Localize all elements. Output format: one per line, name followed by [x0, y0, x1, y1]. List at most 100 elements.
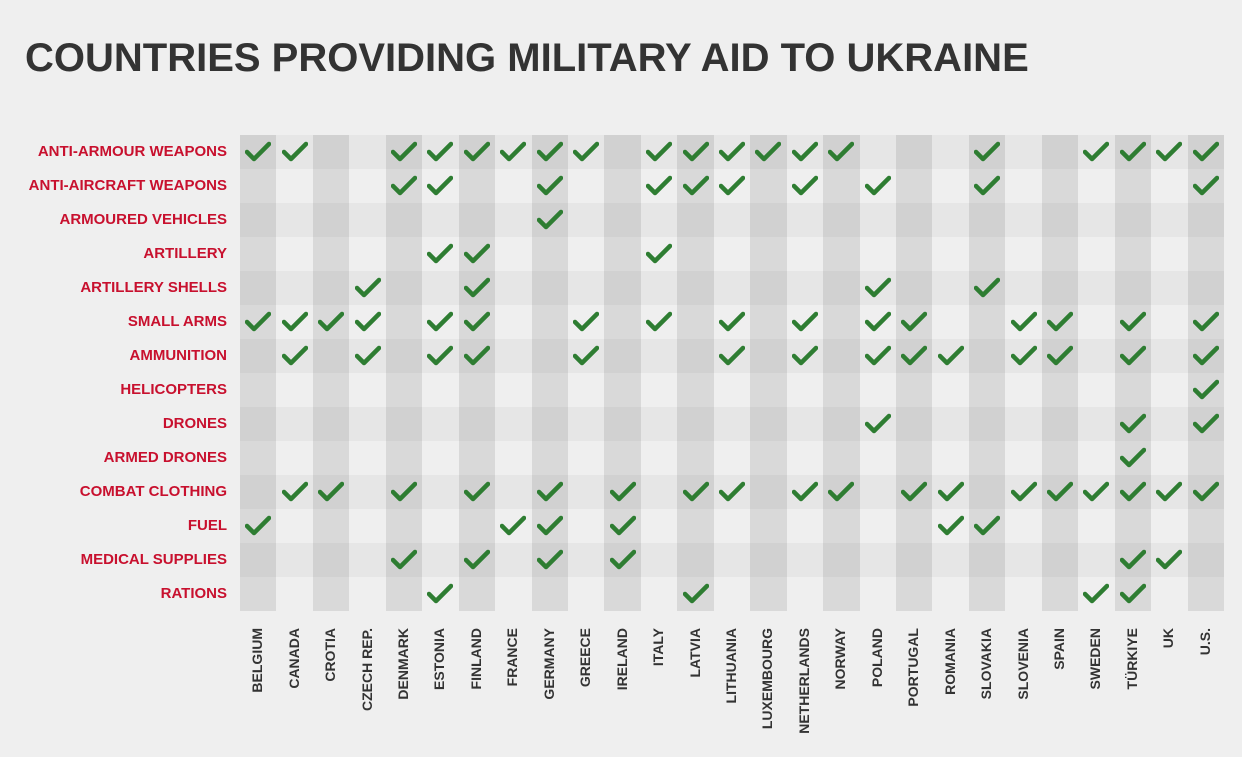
check-icon: [974, 515, 1001, 536]
column-label: LATVIA: [686, 628, 703, 678]
check-icon: [281, 311, 308, 332]
check-icon: [1047, 345, 1073, 366]
check-icon: [1083, 481, 1110, 502]
check-icon: [609, 481, 636, 502]
check-icon: [245, 141, 272, 162]
row-band: [240, 203, 1224, 237]
row-label: SMALL ARMS: [127, 313, 227, 330]
column-label: FRANCE: [504, 628, 521, 687]
check-icon: [1010, 481, 1037, 502]
column-label: ITALY: [650, 628, 667, 667]
column-label: CZECH REP.: [358, 628, 375, 711]
check-icon: [536, 481, 563, 502]
page-title: COUNTRIES PROVIDING MILITARY AID TO UKRA…: [25, 36, 1029, 80]
check-icon: [1047, 481, 1073, 502]
check-icon: [1047, 311, 1073, 332]
row-label: HELICOPTERS: [120, 381, 227, 398]
check-icon: [500, 515, 527, 536]
check-icon: [1119, 413, 1146, 434]
check-icon: [864, 175, 891, 196]
check-icon: [1083, 141, 1110, 162]
column-band: [968, 135, 1006, 611]
check-icon: [1192, 413, 1219, 434]
check-icon: [573, 311, 600, 332]
check-icon: [974, 277, 1001, 298]
check-icon: [1119, 583, 1146, 604]
check-icon: [937, 515, 964, 536]
check-icon: [937, 345, 964, 366]
check-icon: [391, 141, 417, 162]
check-icon: [318, 481, 345, 502]
column-band: [677, 135, 714, 611]
check-icon: [828, 481, 855, 502]
check-icon: [245, 515, 272, 536]
column-band: [896, 135, 933, 611]
aid-grid: [240, 135, 1224, 611]
check-icon: [974, 175, 1001, 196]
check-icon: [354, 345, 381, 366]
check-icon: [536, 209, 563, 230]
check-icon: [719, 141, 745, 162]
row-label: ARMOURED VEHICLES: [59, 211, 227, 228]
check-icon: [536, 549, 563, 570]
check-icon: [427, 175, 454, 196]
check-icon: [281, 141, 308, 162]
check-icon: [1119, 311, 1146, 332]
column-label: LITHUANIA: [723, 628, 739, 704]
check-icon: [791, 311, 818, 332]
column-band: [1114, 135, 1152, 611]
row-label: DRONES: [162, 415, 227, 432]
check-icon: [427, 311, 454, 332]
row-label: ARTILLERY SHELLS: [80, 279, 227, 296]
check-icon: [536, 141, 563, 162]
row-label: AMMUNITION: [129, 347, 228, 364]
column-band: [385, 135, 423, 611]
check-icon: [354, 311, 381, 332]
check-icon: [719, 481, 745, 502]
check-icon: [1192, 141, 1219, 162]
column-label: SWEDEN: [1087, 628, 1104, 690]
check-icon: [791, 345, 818, 366]
check-icon: [463, 311, 490, 332]
column-band: [458, 135, 496, 611]
column-label: NETHERLANDS: [795, 628, 812, 734]
check-icon: [463, 549, 490, 570]
check-icon: [391, 175, 417, 196]
check-icon: [536, 515, 563, 536]
check-icon: [427, 141, 454, 162]
check-icon: [318, 311, 345, 332]
column-band: [604, 135, 641, 611]
column-label: UK: [1160, 628, 1177, 649]
check-icon: [719, 345, 745, 366]
column-label: GREECE: [577, 628, 594, 688]
column-label: BELGIUM: [249, 628, 266, 693]
column-band: [531, 135, 568, 611]
row-label: COMBAT CLOTHING: [79, 483, 227, 500]
column-band: [750, 135, 787, 611]
check-icon: [1192, 311, 1219, 332]
check-icon: [463, 141, 490, 162]
check-icon: [864, 413, 891, 434]
column-label: SPAIN: [1051, 628, 1067, 670]
check-icon: [463, 345, 490, 366]
check-icon: [901, 311, 928, 332]
check-icon: [937, 481, 964, 502]
column-band: [1187, 135, 1224, 611]
check-icon: [1156, 141, 1183, 162]
check-icon: [682, 583, 709, 604]
check-icon: [281, 345, 308, 366]
check-icon: [1119, 447, 1146, 468]
check-icon: [1010, 345, 1037, 366]
column-label: IRELAND: [613, 628, 630, 691]
check-icon: [463, 277, 490, 298]
check-icon: [609, 549, 636, 570]
check-icon: [682, 481, 709, 502]
check-icon: [463, 243, 490, 264]
column-label: SLOVAKIA: [978, 628, 995, 700]
check-icon: [427, 243, 454, 264]
check-icon: [1083, 583, 1110, 604]
check-icon: [901, 345, 928, 366]
check-icon: [646, 311, 673, 332]
check-icon: [719, 175, 745, 196]
check-icon: [864, 345, 891, 366]
